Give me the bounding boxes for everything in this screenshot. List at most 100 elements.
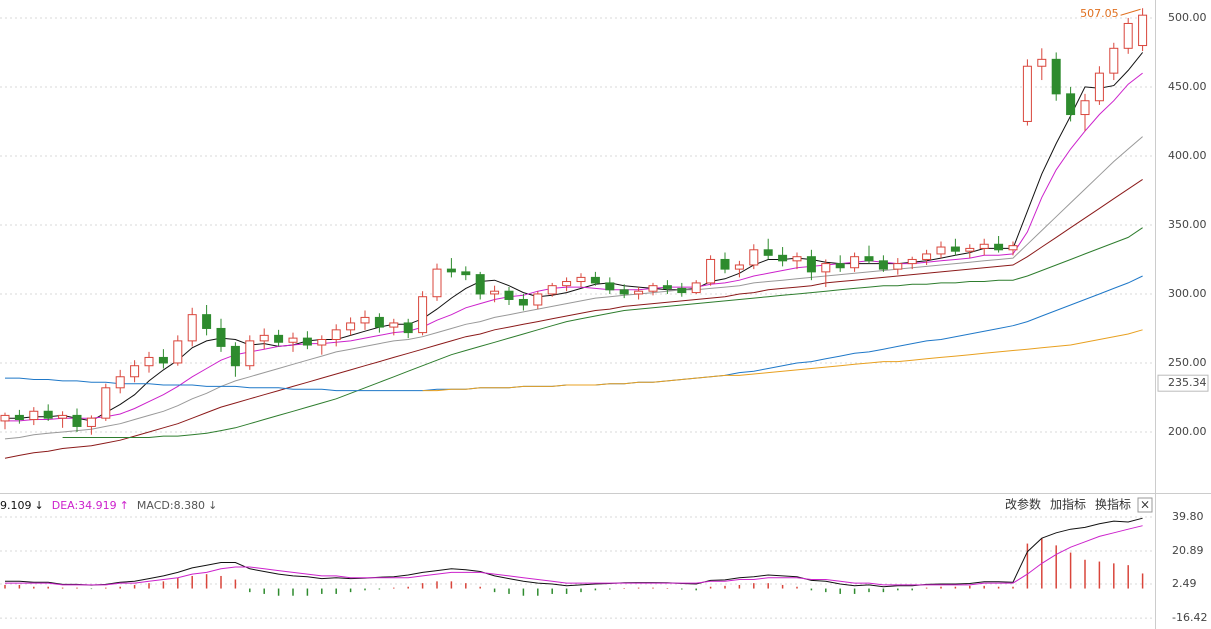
candle-body [1051, 58, 1061, 95]
candle-body [821, 263, 831, 273]
candle-body [720, 258, 730, 270]
candle-body [115, 376, 125, 389]
candle-body [576, 276, 586, 283]
indicator-button[interactable]: × [1140, 498, 1150, 512]
candle-body [648, 285, 658, 292]
indicator-arrow: ↓ [35, 499, 44, 512]
candle-body [144, 356, 154, 367]
ma-line [5, 52, 1143, 422]
candle-body [619, 289, 629, 295]
annotation-arrow [1120, 8, 1141, 16]
macd-tick-label: 39.80 [1172, 510, 1204, 523]
candle-body [418, 296, 428, 334]
candle-body [130, 365, 140, 378]
candle-body [547, 285, 557, 295]
candle-body [14, 414, 24, 421]
dea-line [5, 525, 1143, 586]
candle-body [662, 285, 672, 289]
candle-body [475, 274, 485, 295]
candle-body [1109, 47, 1119, 74]
ma-line [4, 178, 1143, 459]
candle-body [806, 256, 816, 273]
candle-body [490, 290, 500, 295]
candle-body [403, 322, 413, 334]
candle-body [778, 254, 788, 262]
marker-box [1157, 374, 1209, 392]
candle-body [216, 327, 226, 347]
candle-body [245, 340, 255, 367]
candle-body [360, 316, 370, 324]
indicator-button[interactable]: 加指标 [1050, 497, 1086, 512]
candle-body [850, 256, 860, 269]
candle-body [1008, 245, 1018, 251]
candle-body [878, 260, 888, 270]
candle-body [590, 276, 600, 284]
candle-body [274, 334, 284, 343]
candle-body [907, 258, 917, 265]
indicator-arrow: ↑ [120, 499, 129, 512]
candle-body [446, 268, 456, 273]
candle-body [979, 243, 989, 249]
candle-body [187, 314, 197, 342]
candle-body [1037, 58, 1047, 67]
y-tick-label: 500.00 [1168, 11, 1207, 24]
candle-body [302, 337, 312, 346]
candle-body [749, 249, 759, 266]
candle-body [259, 334, 269, 342]
ma-line [422, 329, 1143, 392]
candle-body [562, 281, 572, 287]
y-tick-label: 400.00 [1168, 149, 1207, 162]
candle-body [533, 293, 543, 306]
candle-body [706, 258, 716, 284]
candle-body [763, 249, 773, 256]
indicator-button[interactable]: 改参数 [1005, 497, 1041, 512]
candle-body [173, 340, 183, 364]
candle-body [86, 417, 96, 427]
candle-body [389, 322, 399, 328]
ma-line [5, 72, 1143, 422]
ma-line [4, 136, 1143, 440]
candle-body [518, 298, 528, 306]
candle-body [331, 329, 341, 341]
macd-tick-label: -16.42 [1172, 611, 1207, 624]
max-annotation: 507.05 [1080, 7, 1119, 20]
candle-body [43, 410, 53, 419]
candle-body [374, 316, 384, 328]
candle-body [691, 282, 701, 294]
macd-tick-label: 20.89 [1172, 544, 1204, 557]
candle-body [0, 414, 10, 422]
candle-body [346, 322, 356, 331]
candle-body [101, 387, 111, 419]
candle-body [605, 282, 615, 291]
y-tick-label: 450.00 [1168, 80, 1207, 93]
candle-body [72, 414, 82, 427]
candle-body [432, 268, 442, 298]
candle-body [288, 337, 298, 343]
candle-body [1022, 65, 1032, 122]
ma-line [62, 227, 1143, 438]
indicator-button[interactable]: 换指标 [1095, 497, 1131, 512]
y-tick-label: 300.00 [1168, 287, 1207, 300]
indicator-label: DEA:34.919 [52, 499, 117, 512]
candle-body [1080, 100, 1090, 116]
candle-body [922, 253, 932, 260]
candle-body [893, 263, 903, 270]
candle-body [58, 414, 68, 419]
candle-body [230, 345, 240, 367]
candle-body [965, 247, 975, 252]
y-tick-label: 350.00 [1168, 218, 1207, 231]
candle-body [1138, 14, 1148, 47]
candle-body [835, 263, 845, 269]
candle-body [1123, 22, 1133, 49]
marker-label: 235.34 [1168, 376, 1207, 389]
candle-body [1066, 93, 1076, 116]
candle-body [792, 256, 802, 262]
macd-tick-label: 2.49 [1172, 577, 1197, 590]
candle-body [936, 246, 946, 255]
candle-body [1094, 72, 1104, 102]
candle-body [677, 287, 687, 294]
candle-body [317, 339, 327, 346]
dif-line [5, 517, 1143, 588]
candle-body [950, 246, 960, 252]
indicator-label: MACD:8.380 [137, 499, 205, 512]
